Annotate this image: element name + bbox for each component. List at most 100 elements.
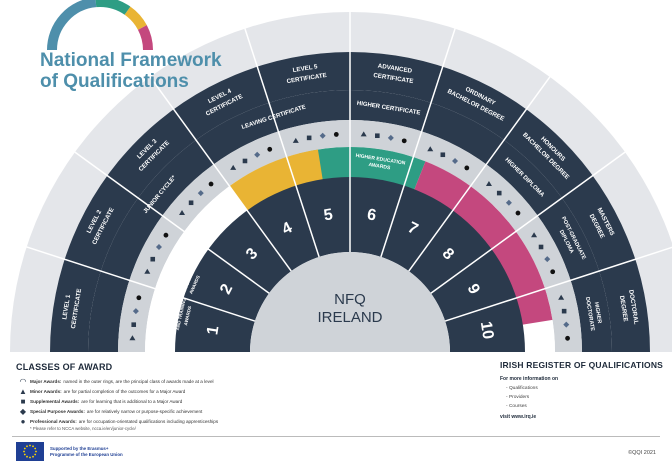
diamond-icon: ◆ [19,406,27,416]
eu-star [23,447,26,450]
further-education-label: AWARDS [183,306,192,326]
legend-item: ■ Supplemental Awards: are for learning … [16,396,346,406]
legend-item: ● Professional Awards: are for occupatio… [16,416,346,426]
level-divider [244,28,320,258]
register-item: - Providers [506,395,530,400]
eu-star [35,450,37,453]
square-icon: ■ [20,396,26,406]
legend-item-name: Professional Awards: [30,418,77,424]
square-icon [242,158,248,164]
register-item-label: Qualifications [508,386,538,391]
logo-arc [95,0,131,15]
diamond-icon [563,321,570,328]
title-line-2: of Qualifications [40,71,189,92]
classes-of-award-legend: CLASSES OF AWARD ◠ Major Awards: named i… [16,362,346,431]
award-type-ring [118,120,582,352]
triangle-icon [292,137,299,143]
eu-star [34,453,37,456]
eu-support-text: Supported by the Erasmus+ Programme of t… [50,446,123,458]
diamond-icon [505,199,512,206]
square-icon [306,135,312,141]
square-icon [538,244,544,250]
eu-star [32,455,34,458]
legend-item-name: Supplemental Awards: [30,398,80,404]
level-number: 1 [204,325,222,337]
eu-star [23,453,26,456]
register-link[interactable]: visit www.irq.ie [500,414,537,420]
eu-erasmus-logo: Supported by the Erasmus+ Programme of t… [16,442,123,461]
logo-arc [137,25,153,51]
circle-icon: ● [20,416,26,426]
legend-item: ◆ Special Purpose Awards: are for relati… [16,406,346,416]
diamond-icon [319,132,326,139]
eu-star [26,445,28,448]
copyright: ©QQI 2021 [628,450,656,456]
triangle-icon [427,146,434,152]
irish-register-panel: IRISH REGISTER OF QUALIFICATIONS For mor… [500,360,665,420]
eu-star [23,450,25,453]
circle-icon [136,295,142,301]
register-item: - Qualifications [506,386,538,391]
register-item-label: Providers [508,395,530,400]
level-number: 10 [477,320,497,340]
title-line-1: National Framework [40,50,222,71]
arc-icon: ◠ [19,376,27,386]
square-icon [375,133,380,139]
outer-award-ring [50,52,650,352]
level-number: 6 [366,206,378,224]
circle-icon [515,210,521,216]
square-icon [188,200,194,206]
triangle-icon [485,181,492,187]
eu-star [26,455,28,458]
legend-heading: CLASSES OF AWARD [16,362,113,372]
legend-item-text: are for relatively narrow or purpose-spe… [86,408,203,414]
register-more-info: For more information on [500,376,559,382]
triangle-icon [558,294,565,300]
circle-icon [333,132,339,137]
level-divider [74,151,270,294]
diamond-icon [544,256,551,263]
level-divider [430,151,626,294]
eu-flag-icon [16,442,44,461]
page-title: National Framework of Qualifications [40,50,222,92]
diamond-icon [132,308,139,315]
circle-icon [565,335,570,341]
triangle-icon [360,131,367,137]
legend-note: * Please refer to NCCA website, ncca.ie/… [30,426,136,431]
logo-arc [124,6,147,31]
diamond-icon [387,134,394,141]
triangle-icon: ▲ [19,386,27,396]
legend-item-text: are for occupation-orientated qualificat… [78,418,219,424]
higher-doctorate-label: HIGHER [593,302,602,324]
circle-icon [401,138,407,144]
outer-award-label: LEVEL 5 [292,63,318,74]
circle-icon [464,165,470,171]
legend-item-text: are for learning that is additional to a… [81,398,183,404]
level-divider [26,246,256,322]
legend-item-name: Special Purpose Awards: [30,408,85,414]
level-number: 5 [323,206,335,224]
level-ring [175,177,525,352]
triangle-icon [531,232,538,238]
triangle-icon [144,268,151,274]
center-ireland: IRELAND [317,309,382,326]
triangle-icon [230,164,237,170]
inner-award-ring [88,90,612,352]
diamond-icon [254,151,261,158]
level-divider [149,76,292,272]
square-icon [150,256,156,262]
diamond-icon [197,190,204,197]
eu-star [32,445,34,448]
logo-arc [47,0,97,51]
outer-award-label: LEVEL 1 [61,294,72,320]
footer-divider [12,436,660,437]
legend-item-text: are for partial completion of the outcom… [63,388,186,394]
legend-item: ◠ Major Awards: named in the outer rings… [16,376,346,386]
circle-icon [208,181,214,187]
register-heading: IRISH REGISTER OF QUALIFICATIONS [500,360,664,370]
circle-icon [163,232,169,238]
register-item: - Courses [506,404,527,409]
legend-item: ▲ Minor Awards: are for partial completi… [16,386,346,396]
level-divider [444,246,672,322]
